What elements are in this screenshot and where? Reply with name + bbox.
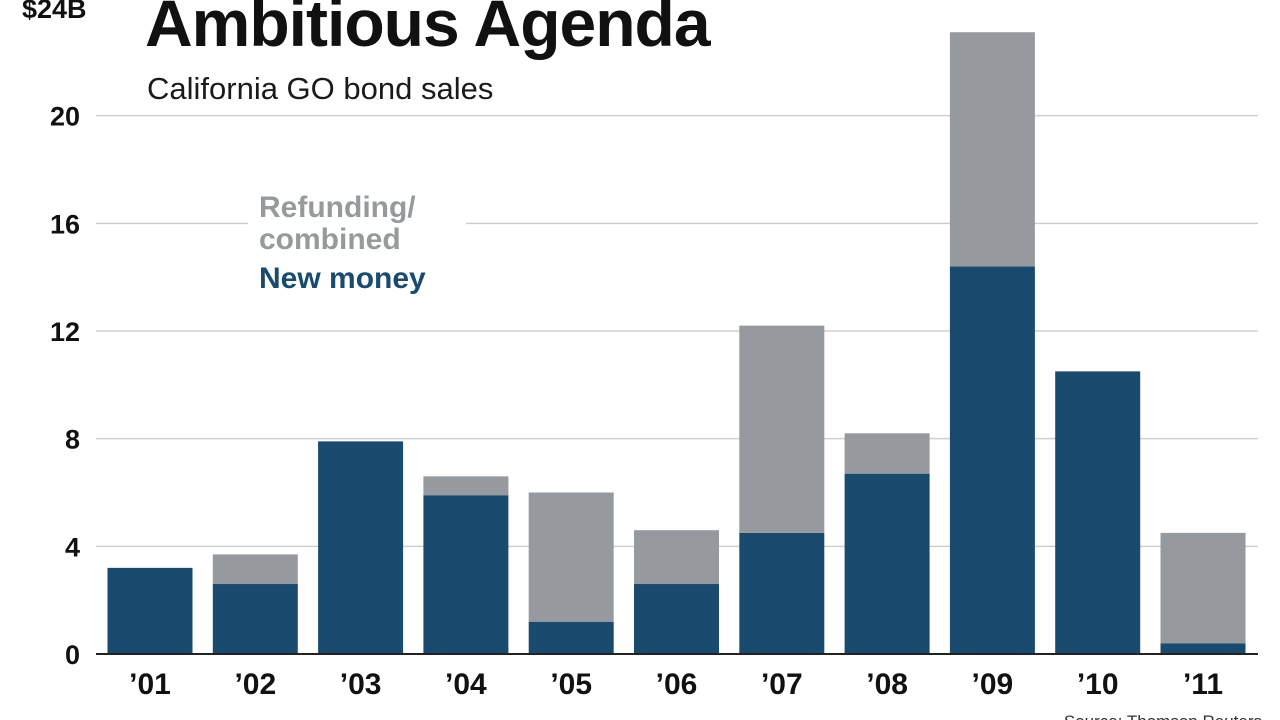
bar-refunding-8 [844, 433, 930, 474]
x-tick-labels: ’01 ’02 ’03 ’04 ’05 ’06 ’07 ’08 ’09 ’10 ’11 [129, 668, 1223, 701]
y-tick-labels: 0 4 8 12 16 20 $24B [22, 0, 87, 670]
x-tick-label: ’10 [1077, 668, 1119, 701]
y-tick-label: 8 [65, 425, 80, 455]
bar-new-money-10 [1055, 371, 1141, 654]
bar-refunding-9 [949, 32, 1035, 267]
y-tick-label: 12 [50, 317, 80, 347]
x-tick-label: ’01 [129, 668, 171, 701]
bar-refunding-2 [212, 554, 298, 585]
legend-refunding-line2: combined [259, 223, 401, 256]
bar-refunding-6 [634, 530, 719, 585]
x-tick-label: ’06 [656, 668, 698, 701]
bar-new-money-9 [949, 266, 1035, 654]
bar-new-money-11 [1160, 643, 1246, 654]
bar-new-money-6 [634, 584, 719, 654]
legend: Refunding/ combined New money [248, 188, 466, 300]
bar-refunding-11 [1160, 532, 1246, 644]
bar-new-money-3 [318, 441, 404, 654]
x-tick-label: ’02 [234, 668, 276, 701]
bar-new-money-5 [528, 621, 614, 654]
legend-refunding-line1: Refunding/ [259, 191, 416, 224]
x-tick-label: ’04 [445, 668, 487, 701]
x-tick-label: ’11 [1183, 668, 1223, 701]
chart-title: Ambitious Agenda [145, 0, 712, 60]
bar-refunding-4 [423, 476, 509, 496]
bar-new-money-1 [107, 567, 193, 654]
x-tick-label: ’05 [550, 668, 592, 701]
y-tick-label: 0 [65, 640, 80, 670]
bar-new-money-7 [739, 532, 825, 654]
y-tick-label: 16 [50, 209, 80, 239]
y-tick-label: 4 [65, 532, 80, 562]
x-tick-label: ’03 [340, 668, 382, 701]
x-tick-label: ’07 [761, 668, 803, 701]
bar-new-money-8 [844, 473, 930, 654]
y-tick-label: 20 [50, 102, 80, 132]
y-tick-label: $24B [22, 0, 87, 24]
bars [107, 32, 1246, 654]
legend-background [248, 188, 466, 300]
bar-new-money-4 [423, 495, 509, 654]
source-note: Source: Thomson Reuters [1064, 712, 1262, 720]
x-tick-label: ’08 [866, 668, 908, 701]
bar-refunding-5 [528, 492, 614, 622]
bar-refunding-7 [739, 325, 825, 533]
chart-subtitle: California GO bond sales [147, 71, 493, 106]
bar-new-money-2 [212, 584, 298, 654]
x-tick-label: ’09 [972, 668, 1014, 701]
legend-new-money: New money [259, 262, 426, 295]
